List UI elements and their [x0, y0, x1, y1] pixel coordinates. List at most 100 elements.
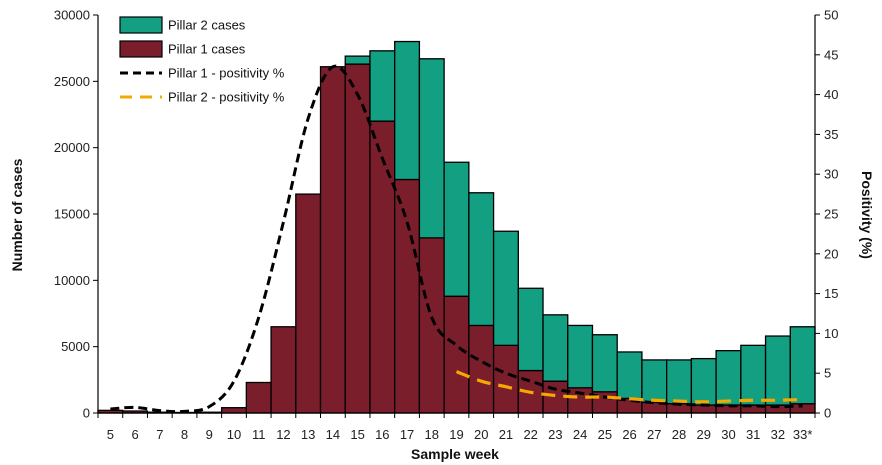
bar-pillar-2-cases-week-29 [690, 357, 717, 406]
bar-pillar-1-cases-week-16 [369, 120, 396, 414]
x-tick-label: 29 [697, 427, 711, 442]
bar-pillar-2-cases-week-25 [591, 334, 618, 393]
x-tick-label: 26 [622, 427, 636, 442]
x-tick-label: 21 [499, 427, 513, 442]
x-tick-label: 33* [793, 427, 813, 442]
y-tick-label: 5000 [61, 339, 90, 354]
x-tick-label: 5 [107, 427, 114, 442]
x-tick-label: 12 [276, 427, 290, 442]
legend-swatch [119, 16, 163, 34]
legend-label: Pillar 2 cases [168, 18, 246, 33]
bar-pillar-2-cases-week-31 [740, 344, 767, 406]
bar-pillar-1-cases-week-10 [220, 407, 247, 414]
x-tick-label: 16 [375, 427, 389, 442]
legend-label: Pillar 2 - positivity % [168, 90, 285, 105]
y2-tick-label: 10 [824, 326, 838, 341]
y2-tick-label: 50 [824, 8, 838, 23]
x-tick-label: 32 [771, 427, 785, 442]
bar-pillar-1-cases-week-21 [492, 344, 519, 414]
bar-pillar-1-cases-week-24 [567, 387, 594, 414]
legend-label: Pillar 1 - positivity % [168, 66, 285, 81]
bar-pillar-2-cases-week-23 [542, 314, 569, 382]
bar-pillar-2-cases-week-27 [641, 359, 668, 404]
legend-item-pillar-2-cases: Pillar 2 cases [119, 16, 246, 34]
y2-tick-label: 40 [824, 87, 838, 102]
y2-tick-label: 20 [824, 246, 838, 261]
bar-pillar-1-cases-week-18 [418, 237, 445, 414]
x-tick-label: 6 [131, 427, 138, 442]
x-tick-label: 11 [252, 427, 266, 442]
x-tick-label: 14 [326, 427, 340, 442]
x-tick-label: 25 [598, 427, 612, 442]
y-tick-label: 20000 [54, 140, 90, 155]
x-tick-label: 23 [548, 427, 562, 442]
y-tick-label: 15000 [54, 207, 90, 222]
x-tick-label: 10 [227, 427, 241, 442]
bar-pillar-2-cases-week-16 [369, 50, 396, 122]
bar-pillar-1-cases-week-12 [270, 326, 297, 414]
y2-tick-label: 0 [824, 406, 831, 421]
y2-axis-title: Positivity (%) [859, 171, 875, 259]
legend-label: Pillar 1 cases [168, 42, 246, 57]
y-tick-label: 25000 [54, 74, 90, 89]
bar-pillar-2-cases-week-20 [468, 192, 495, 327]
x-tick-label: 18 [425, 427, 439, 442]
x-tick-label: 8 [181, 427, 188, 442]
y2-tick-label: 45 [824, 47, 838, 62]
bar-pillar-1-cases-week-15 [344, 63, 371, 414]
bar-pillar-2-cases-week-32 [764, 335, 791, 406]
bar-pillar-2-cases-week-24 [567, 324, 594, 389]
x-tick-label: 19 [449, 427, 463, 442]
legend-item-pillar-1-positivity: Pillar 1 - positivity % [120, 66, 285, 81]
bar-pillar-2-cases-week-33 [789, 326, 816, 405]
bar-pillar-2-cases-week-19 [443, 161, 470, 297]
y2-tick-label: 35 [824, 127, 838, 142]
x-tick-label: 15 [350, 427, 364, 442]
line-pillar-1-positivity [110, 64, 803, 414]
x-tick-label: 9 [206, 427, 213, 442]
x-tick-label: 31 [746, 427, 760, 442]
y2-tick-label: 30 [824, 167, 838, 182]
lines-layer [110, 64, 803, 414]
x-tick-label: 13 [301, 427, 315, 442]
x-tick-label: 7 [156, 427, 163, 442]
bar-pillar-2-cases-week-18 [418, 58, 445, 239]
bar-pillar-2-cases-week-15 [344, 55, 371, 65]
bar-pillar-1-cases-week-20 [468, 324, 495, 414]
y2-tick-label: 5 [824, 366, 831, 381]
x-tick-label: 20 [474, 427, 488, 442]
bar-pillar-1-cases-week-33 [789, 403, 816, 414]
bar-pillar-1-cases-week-19 [443, 295, 470, 414]
x-axis-title: Sample week [411, 446, 499, 462]
bar-pillar-2-cases-week-17 [394, 40, 421, 181]
bar-pillar-2-cases-week-26 [616, 351, 643, 400]
y2-tick-label: 25 [824, 207, 838, 222]
x-tick-label: 17 [400, 427, 414, 442]
axes-layer: 0 5000 10000 15000 20000 25000 30000 0 5 10 15 20 25… [54, 8, 839, 443]
legend: Pillar 2 cases Pillar 1 cases Pillar 1 - p… [119, 16, 285, 105]
y-tick-label: 10000 [54, 273, 90, 288]
legend-item-pillar-1-cases: Pillar 1 cases [119, 40, 246, 58]
bar-pillar-2-cases-week-28 [666, 359, 693, 405]
x-tick-label: 27 [647, 427, 661, 442]
legend-item-pillar-2-positivity: Pillar 2 - positivity % [120, 90, 285, 105]
bar-pillar-1-cases-week-13 [295, 193, 322, 414]
legend-swatch [119, 40, 163, 58]
x-tick-label: 28 [672, 427, 686, 442]
bar-pillar-2-cases-week-30 [715, 349, 742, 406]
y-tick-label: 30000 [54, 8, 90, 23]
bar-pillar-2-cases-week-21 [492, 230, 519, 346]
x-tick-label: 22 [523, 427, 537, 442]
line-pillar-2-positivity [455, 370, 803, 404]
bar-pillar-2-cases-week-22 [517, 287, 544, 372]
x-tick-label: 30 [721, 427, 735, 442]
y-axis-title: Number of cases [9, 158, 25, 271]
y-tick-label: 0 [83, 406, 90, 421]
bar-pillar-1-cases-week-17 [394, 178, 421, 414]
bar-pillar-1-cases-week-11 [245, 381, 272, 414]
x-tick-label: 24 [573, 427, 587, 442]
y2-tick-label: 15 [824, 286, 838, 301]
bar-pillar-1-cases-week-14 [319, 66, 346, 414]
